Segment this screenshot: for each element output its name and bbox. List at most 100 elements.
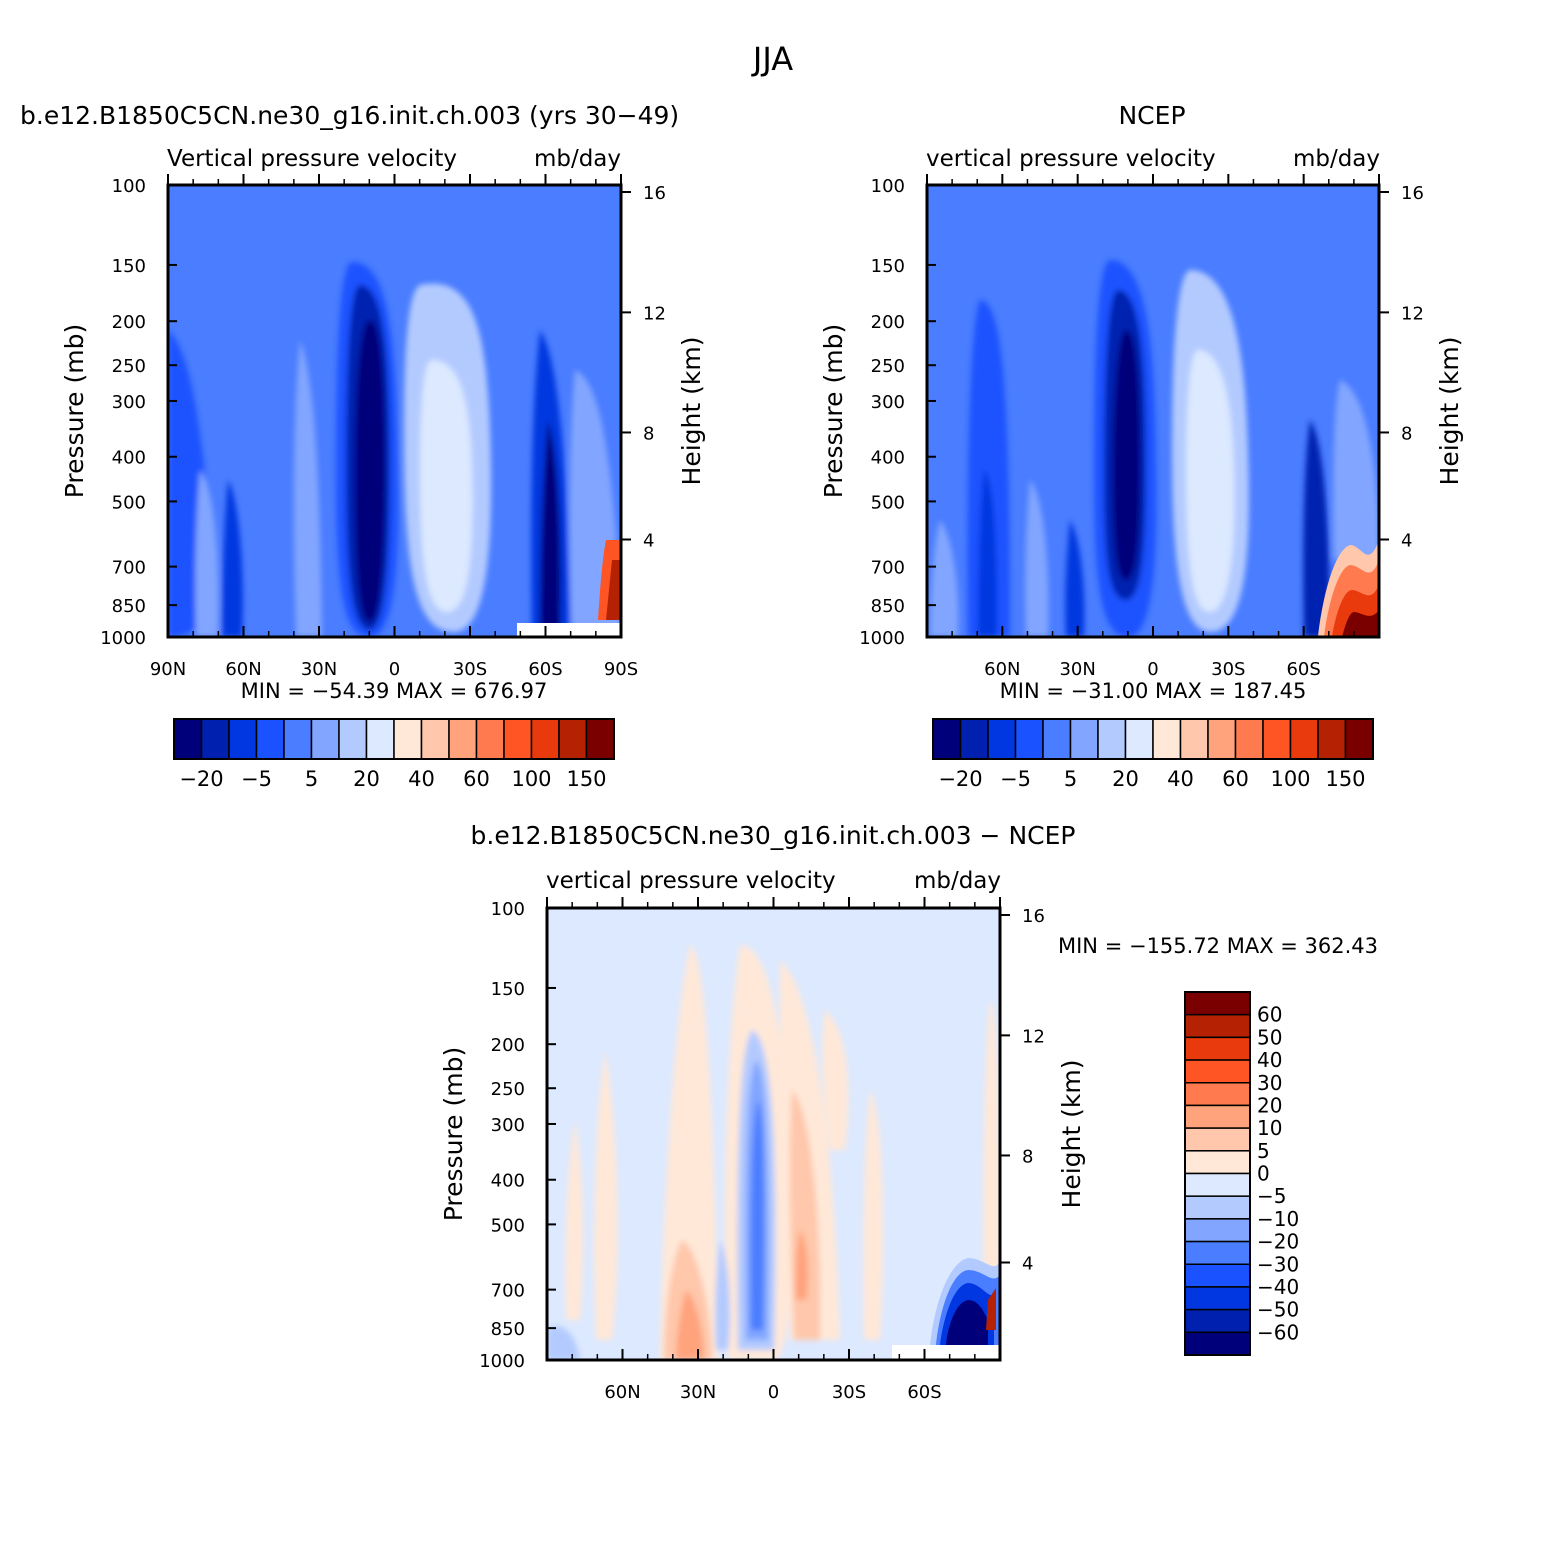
y-tick-label: 250: [871, 356, 905, 377]
panel-diff-axes: 100 150 200 250 300 400 500 700 850 1000 16 12 8 4 60N…: [479, 897, 1045, 1403]
colorbar-box: [1179, 718, 1209, 760]
y-tick-label: 250: [112, 356, 146, 377]
colorbar-box: [1344, 718, 1374, 760]
colorbar-box: [1317, 718, 1347, 760]
x-tick-label: 30S: [832, 1382, 866, 1403]
colorbar-label: −20: [1257, 1230, 1299, 1254]
colorbar-box: [448, 718, 478, 760]
y-tick-label: 100: [871, 176, 905, 197]
contour-polar-light: [1333, 380, 1379, 560]
y-tick-label: 1000: [479, 1351, 525, 1372]
y-tick-label: 150: [871, 256, 905, 277]
colorbar-box: [173, 718, 203, 760]
colorbar-box: [1207, 718, 1237, 760]
colorbar-label: 150: [566, 767, 606, 791]
panel-diff-stats: MIN = −155.72 MAX = 362.43: [1058, 934, 1378, 958]
y-tick-label: 100: [112, 176, 146, 197]
colorbar-box: [1184, 1240, 1251, 1265]
x-tick-label: 30S: [453, 659, 487, 680]
colorbar-box: [1184, 991, 1251, 1016]
colorbar-box: [1184, 1331, 1251, 1356]
y-tick-label: 200: [112, 312, 146, 333]
colorbar-label: −60: [1257, 1320, 1299, 1344]
colorbar-box: [1289, 718, 1319, 760]
colorbar-box: [283, 718, 313, 760]
colorbar-label: 40: [408, 767, 435, 791]
colorbar-box: [1184, 1082, 1251, 1107]
colorbar-box: [1124, 718, 1154, 760]
colorbar-label: 40: [1257, 1048, 1282, 1072]
x-tick-label: 90N: [150, 659, 186, 680]
x-tick-label: 0: [389, 659, 400, 680]
masked-topography: [892, 1345, 1000, 1360]
colorbar-box: [1184, 1263, 1251, 1288]
contour-polar-hot: [1342, 610, 1379, 637]
colorbar-box: [987, 718, 1017, 760]
y-tick-label: 200: [871, 312, 905, 333]
colorbar-box: [1097, 718, 1127, 760]
contour-neg-30n: [715, 1240, 730, 1350]
contour-neg-nh-edge: [547, 1326, 580, 1360]
panel-diff-left-subtitle: vertical pressure velocity: [546, 868, 836, 894]
x-tick-label: 60S: [907, 1382, 941, 1403]
masked-topography: [517, 623, 621, 637]
colorbar-box: [1152, 718, 1182, 760]
panel-model: b.e12.B1850C5CN.ne30_g16.init.ch.003 (yr…: [20, 101, 706, 791]
contour-pos-nh-b: [594, 1050, 618, 1340]
y-tick-label: 500: [491, 1215, 525, 1236]
panel-ncep-colorbar: −20 −5 5 20 40 60 100 150: [932, 718, 1374, 791]
colorbar-box: [1184, 1172, 1251, 1197]
y-tick-label: 250: [491, 1079, 525, 1100]
y-tick-label: 500: [871, 492, 905, 513]
x-tick-label: 60N: [225, 659, 261, 680]
colorbar-box: [503, 718, 533, 760]
colorbar-box: [959, 718, 989, 760]
contour-subtropic-inner: [1186, 350, 1235, 613]
y-tick-label: 700: [112, 558, 146, 579]
colorbar-box: [338, 718, 368, 760]
colorbar-label: −5: [1000, 767, 1031, 791]
contour-pos-polar-edge: [983, 1000, 1000, 1300]
y-tick-label: 300: [871, 392, 905, 413]
contour-itcz-core: [1113, 330, 1140, 580]
y-tick-label: 1000: [859, 628, 905, 649]
colorbar-label: −5: [1257, 1184, 1286, 1208]
contour-60n-core: [978, 470, 998, 637]
colorbar-box: [1184, 1286, 1251, 1311]
colorbar-box: [1184, 1308, 1251, 1334]
contour-neg-polar-core: [946, 1300, 988, 1345]
contour-30n-dark: [1065, 520, 1085, 637]
x-tick-label: 60S: [528, 659, 562, 680]
x-tick-label: 0: [768, 1382, 779, 1403]
panel-model-title: b.e12.B1850C5CN.ne30_g16.init.ch.003 (yr…: [20, 101, 679, 130]
colorbar-box: [932, 718, 962, 760]
panel-diff-plot: [547, 908, 1000, 1360]
colorbar-label: −20: [938, 767, 982, 791]
contour-itcz-core: [355, 320, 385, 622]
contour-pos-30n-band: [660, 945, 718, 1360]
panel-model-right-subtitle: mb/day: [534, 146, 621, 172]
colorbar-box: [1184, 1150, 1251, 1175]
panel-diff-ylabel-right: Height (km): [1057, 1060, 1086, 1209]
panel-ncep-ylabel-right: Height (km): [1435, 337, 1464, 486]
colorbar-box: [228, 718, 258, 760]
panel-ncep-axes: 100 150 200 250 300 400 500 700 850 1000 16 12 8 4 60N…: [859, 174, 1424, 680]
y-tick-label: 400: [871, 448, 905, 469]
colorbar-box: [1042, 718, 1072, 760]
x-tick-label: 90S: [604, 659, 638, 680]
colorbar-label: 60: [1257, 1003, 1282, 1027]
panel-model-left-subtitle: Vertical pressure velocity: [167, 146, 457, 172]
y2-tick-label: 8: [1022, 1146, 1033, 1167]
y-tick-label: 300: [112, 392, 146, 413]
contour-pos-30n-core: [676, 1290, 704, 1360]
panel-model-axes: 100 150 200 250 300 400 500 700 850 1000 16 12 8 4 90N…: [100, 174, 666, 680]
contour-pos-south-core: [795, 1230, 808, 1300]
colorbar-label: 20: [1112, 767, 1139, 791]
y2-tick-label: 4: [1401, 531, 1412, 552]
colorbar-label: −40: [1257, 1275, 1299, 1299]
y-tick-label: 500: [112, 492, 146, 513]
colorbar-box: [558, 718, 588, 760]
colorbar-box: [1069, 718, 1099, 760]
colorbar-label: 100: [511, 767, 551, 791]
panel-ncep-right-subtitle: mb/day: [1293, 146, 1380, 172]
